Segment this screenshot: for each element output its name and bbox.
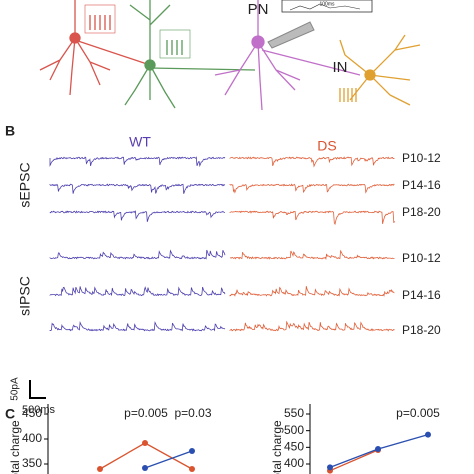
neuron-red [39, 0, 151, 96]
traces: P10-12 P14-16 P18-20 P10-12 P14-16 P18-20 [49, 151, 441, 337]
y-tick-label: 450 [284, 440, 304, 454]
trace [49, 183, 226, 194]
annotation: p=0.03 [174, 406, 211, 420]
trace [49, 321, 226, 332]
series-line [329, 449, 379, 472]
age-label: P18-20 [402, 323, 441, 337]
in-label: IN [333, 59, 348, 76]
electrode [267, 0, 373, 49]
data-point [97, 466, 103, 472]
trace [49, 286, 226, 297]
wt-label: WT [129, 134, 151, 150]
age-label: P10-12 [402, 151, 441, 165]
y-tick-label: 400 [284, 456, 304, 470]
neuron-pn [214, 0, 361, 111]
y-tick-label: 500 [284, 423, 304, 437]
y-tick-label: 400 [22, 431, 42, 445]
data-point [142, 465, 148, 471]
trace [229, 286, 395, 297]
age-label: P14-16 [402, 288, 441, 302]
data-point [189, 466, 195, 472]
annotation: p=0.005 [124, 406, 168, 420]
scale-bar [29, 380, 46, 399]
data-point [327, 464, 333, 471]
annotation: p=0.005 [396, 406, 440, 420]
panel-label: B [5, 123, 15, 139]
scale-label: 100ms [319, 1, 335, 7]
scale-x-label: 500ms [22, 404, 56, 416]
y-tick-label: 350 [22, 456, 42, 470]
age-label: P10-12 [402, 251, 441, 265]
trace [49, 210, 225, 222]
y-tick-label: 450 [22, 406, 42, 420]
data-point [142, 440, 148, 446]
ds-label: DS [317, 138, 336, 154]
data-point [375, 446, 381, 452]
series-line [144, 450, 193, 469]
neuron-green [124, 0, 256, 109]
trace [229, 249, 395, 260]
y-axis-label: otal charge [8, 420, 22, 474]
trace [229, 320, 395, 332]
data-point [189, 448, 195, 454]
y-axis-label: otal charge [270, 420, 284, 474]
panel-label: C [5, 406, 15, 422]
sipsc-label: sIPSC [17, 276, 33, 316]
trace [49, 156, 226, 168]
trace [229, 183, 395, 194]
pn-label: PN [248, 1, 269, 18]
age-label: P14-16 [402, 178, 441, 192]
data-point [425, 431, 431, 438]
trace [49, 249, 226, 260]
trace [229, 210, 395, 226]
scale-y-label: 50pA [10, 377, 21, 401]
sepsc-label: sEPSC [17, 162, 33, 207]
trace [229, 156, 395, 168]
y-tick-label: 550 [284, 406, 304, 420]
age-label: P18-20 [402, 205, 441, 219]
neuron-in [339, 34, 421, 106]
